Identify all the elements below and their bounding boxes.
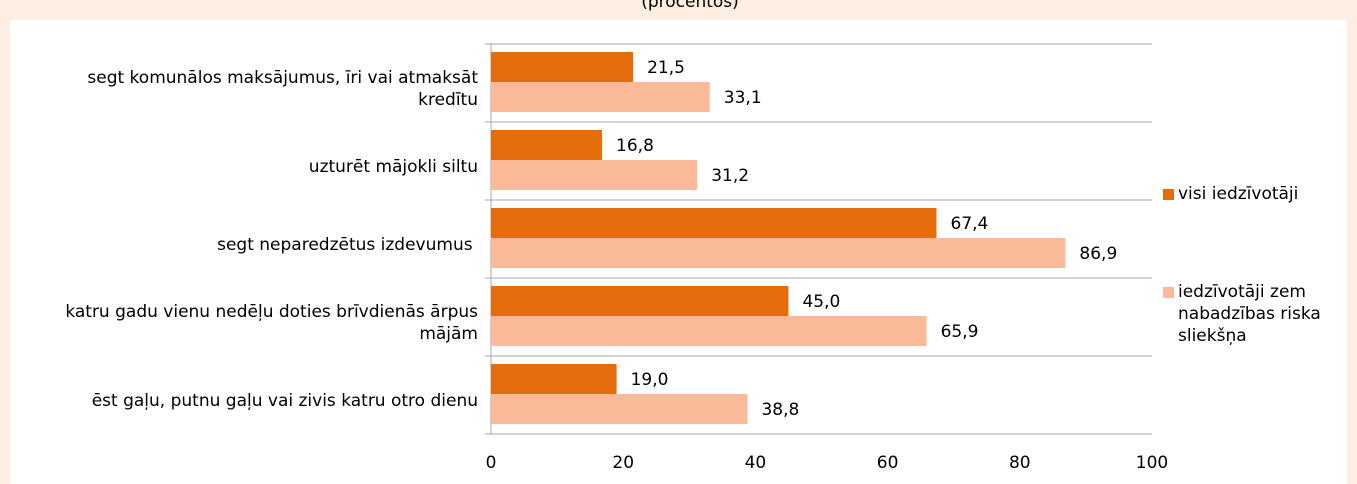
value-label: 19,0 — [631, 370, 669, 390]
value-label: 38,8 — [761, 400, 799, 420]
bar — [491, 82, 710, 112]
x-tick-label: 60 — [877, 453, 899, 473]
value-label: 31,2 — [711, 166, 749, 186]
value-label: 33,1 — [724, 88, 762, 108]
value-label: 65,9 — [941, 322, 979, 342]
bar — [491, 130, 603, 160]
x-tick-label: 100 — [1136, 453, 1168, 473]
x-tick-label: 0 — [486, 453, 497, 473]
legend-label: iedzīvotāji zem nabadzības riska sliekšņ… — [1178, 282, 1321, 346]
legend-swatch — [1163, 287, 1174, 298]
x-tick-label: 80 — [1009, 453, 1031, 473]
bar — [491, 394, 748, 424]
category-label: segt komunālos maksājumus, īri vai atmak… — [87, 68, 478, 110]
category-label: uzturēt mājokli siltu — [308, 157, 478, 177]
bar — [491, 160, 698, 190]
bar — [491, 238, 1066, 268]
x-tick-label: 20 — [612, 453, 634, 473]
bar — [491, 286, 789, 316]
value-label: 16,8 — [616, 136, 654, 156]
bar — [491, 208, 937, 238]
category-label: segt neparedzētus izdevumus — [217, 235, 478, 255]
bar — [491, 52, 634, 82]
chart-subtitle: (procentos) — [641, 0, 739, 12]
value-label: 21,5 — [647, 58, 685, 78]
category-label: ēst gaļu, putnu gaļu vai zivis katru otr… — [91, 391, 478, 411]
category-label: katru gadu vienu nedēļu doties brīvdienā… — [65, 302, 478, 344]
legend-label: visi iedzīvotāji — [1178, 184, 1299, 204]
bar — [491, 364, 617, 394]
value-label: 45,0 — [802, 292, 840, 312]
x-tick-label: 40 — [745, 453, 767, 473]
bar — [491, 316, 927, 346]
value-label: 67,4 — [951, 214, 989, 234]
value-label: 86,9 — [1079, 244, 1117, 264]
legend-swatch — [1163, 189, 1174, 200]
